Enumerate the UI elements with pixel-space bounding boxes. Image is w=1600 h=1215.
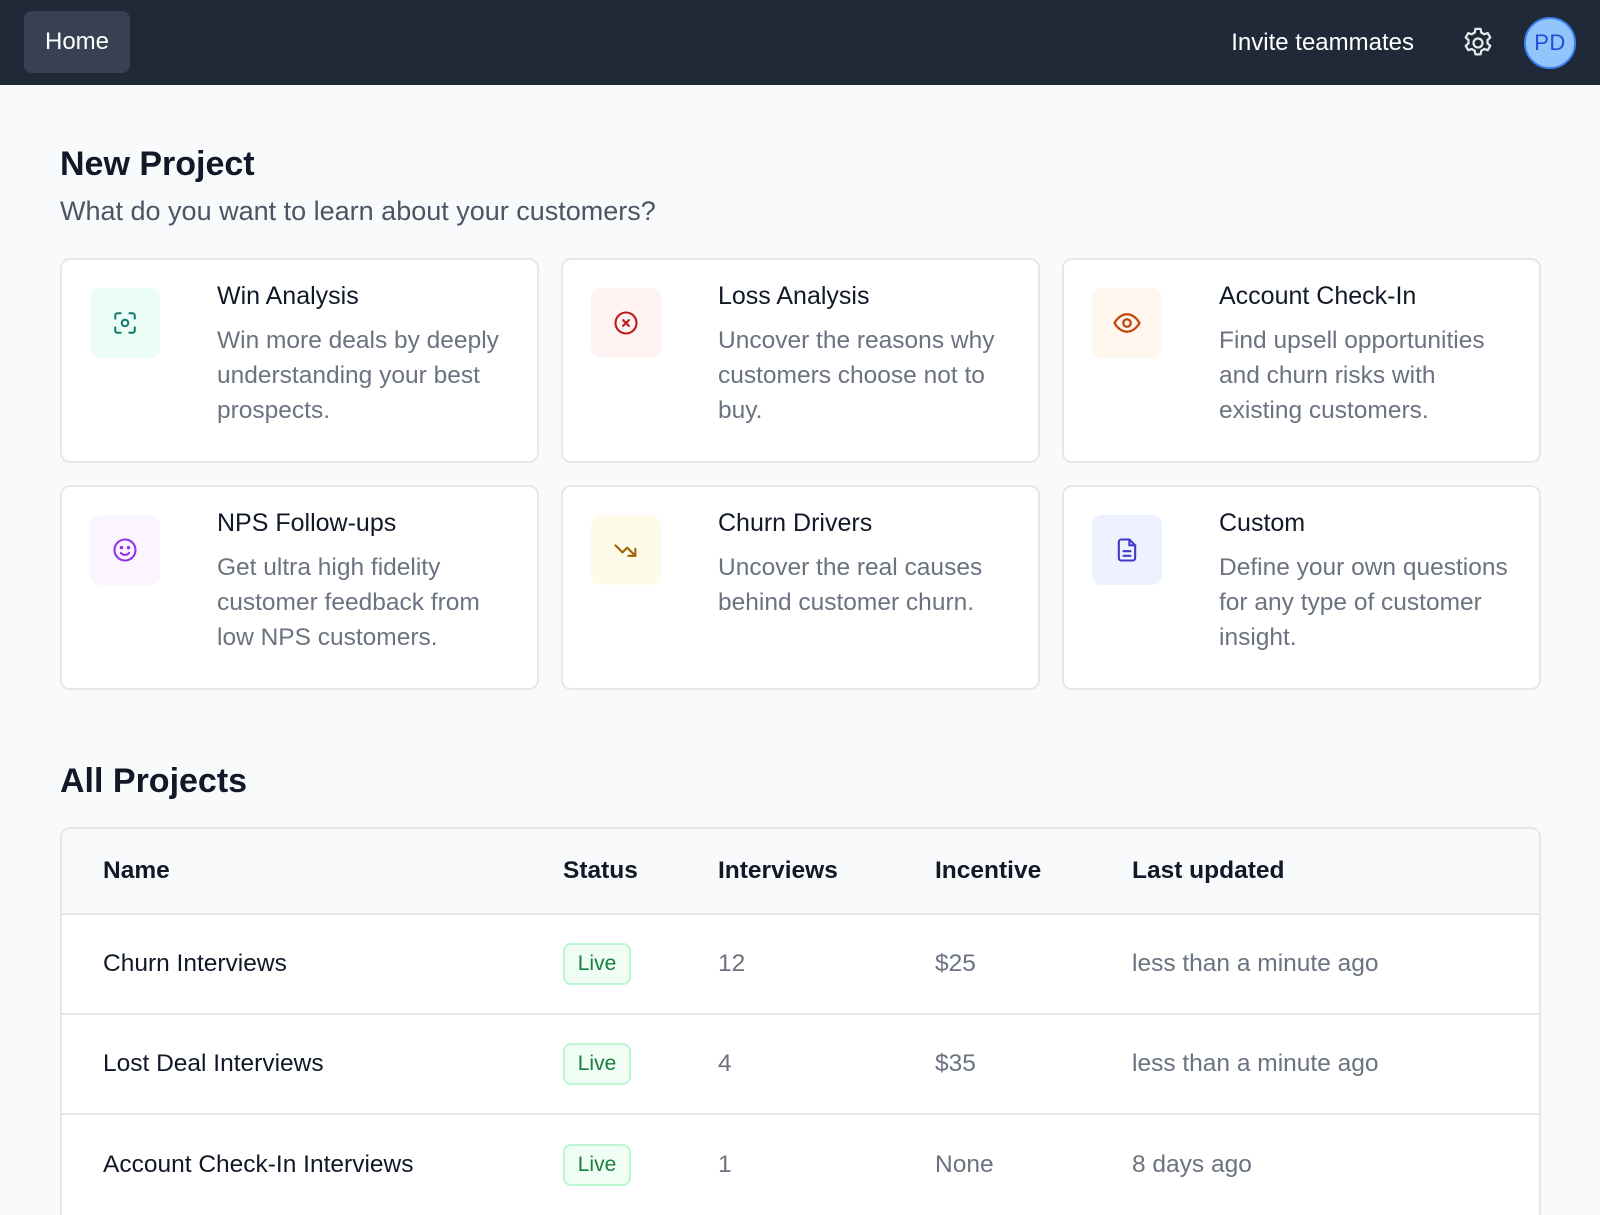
- card-churn-drivers[interactable]: Churn Drivers Uncover the real causes be…: [561, 485, 1040, 690]
- card-title: Custom: [1219, 509, 1306, 537]
- card-title: Account Check-In: [1219, 282, 1417, 310]
- project-name[interactable]: Churn Interviews: [103, 950, 287, 977]
- interviews-count: 12: [718, 950, 746, 977]
- table-header: Name Status Interviews Incentive Last up…: [62, 829, 1539, 915]
- projects-table: Name Status Interviews Incentive Last up…: [60, 827, 1541, 1215]
- home-button[interactable]: Home: [24, 10, 131, 73]
- card-account-check-in[interactable]: Account Check-In Find upsell opportuniti…: [1062, 258, 1541, 463]
- status-badge: Live: [563, 1043, 631, 1085]
- incentive-value: None: [935, 1151, 994, 1178]
- all-projects-title: All Projects: [60, 762, 248, 800]
- card-title: Loss Analysis: [718, 282, 870, 310]
- trending-down-icon: [591, 515, 661, 585]
- card-text: Account Check-In Find upsell opportuniti…: [1219, 282, 1513, 461]
- smile-icon: [90, 515, 160, 585]
- column-header-last-updated[interactable]: Last updated: [1132, 857, 1285, 884]
- card-title: Win Analysis: [217, 282, 359, 310]
- card-loss-analysis[interactable]: Loss Analysis Uncover the reasons why cu…: [561, 258, 1040, 463]
- project-template-cards: Win Analysis Win more deals by deeply un…: [60, 258, 1541, 690]
- card-title: Churn Drivers: [718, 509, 873, 537]
- avatar[interactable]: PD: [1524, 16, 1576, 69]
- focus-scan-icon: [90, 288, 160, 358]
- status-badge: Live: [563, 943, 631, 985]
- column-header-name[interactable]: Name: [103, 857, 170, 884]
- card-win-analysis[interactable]: Win Analysis Win more deals by deeply un…: [60, 258, 539, 463]
- status-cell: Live: [563, 1144, 718, 1186]
- eye-icon: [1092, 288, 1162, 358]
- interviews-count: 1: [718, 1151, 732, 1178]
- card-text: Custom Define your own questions for any…: [1219, 509, 1513, 688]
- project-name[interactable]: Account Check-In Interviews: [103, 1151, 414, 1178]
- status-cell: Live: [563, 943, 718, 985]
- card-text: Loss Analysis Uncover the reasons why cu…: [718, 282, 1012, 461]
- incentive-value: $35: [935, 1050, 976, 1077]
- table-row[interactable]: Lost Deal Interviews Live 4 $35 less tha…: [62, 1015, 1539, 1115]
- card-text: NPS Follow-ups Get ultra high fidelity c…: [217, 509, 511, 688]
- card-description: Win more deals by deeply understanding y…: [217, 327, 499, 424]
- column-header-interviews[interactable]: Interviews: [718, 857, 838, 884]
- status-badge: Live: [563, 1144, 631, 1186]
- gear-icon[interactable]: [1458, 23, 1498, 63]
- card-description: Uncover the real causes behind customer …: [718, 554, 983, 616]
- x-circle-icon: [591, 288, 661, 358]
- table-row[interactable]: Churn Interviews Live 12 $25 less than a…: [62, 915, 1539, 1015]
- last-updated: less than a minute ago: [1132, 1050, 1379, 1077]
- last-updated: 8 days ago: [1132, 1151, 1252, 1178]
- card-description: Find upsell opportunities and churn risk…: [1219, 327, 1485, 424]
- card-nps-follow-ups[interactable]: NPS Follow-ups Get ultra high fidelity c…: [60, 485, 539, 690]
- card-text: Win Analysis Win more deals by deeply un…: [217, 282, 511, 461]
- interviews-count: 4: [718, 1050, 732, 1077]
- last-updated: less than a minute ago: [1132, 950, 1379, 977]
- card-title: NPS Follow-ups: [217, 509, 397, 537]
- new-project-title: New Project: [60, 145, 255, 183]
- card-description: Define your own questions for any type o…: [1219, 554, 1508, 651]
- column-header-incentive[interactable]: Incentive: [935, 857, 1042, 884]
- top-navigation: Home Invite teammates PD: [0, 0, 1600, 85]
- card-text: Churn Drivers Uncover the real causes be…: [718, 509, 1012, 688]
- document-icon: [1092, 515, 1162, 585]
- card-description: Get ultra high fidelity customer feedbac…: [217, 554, 480, 651]
- topbar-actions: Invite teammates PD: [1231, 16, 1576, 69]
- card-custom[interactable]: Custom Define your own questions for any…: [1062, 485, 1541, 690]
- incentive-value: $25: [935, 950, 976, 977]
- status-cell: Live: [563, 1043, 718, 1085]
- project-name[interactable]: Lost Deal Interviews: [103, 1050, 324, 1077]
- new-project-subtitle: What do you want to learn about your cus…: [60, 196, 656, 226]
- invite-teammates-link[interactable]: Invite teammates: [1231, 28, 1414, 56]
- table-row[interactable]: Account Check-In Interviews Live 1 None …: [62, 1115, 1539, 1215]
- column-header-status[interactable]: Status: [563, 857, 638, 884]
- main-content: New Project What do you want to learn ab…: [60, 85, 1541, 1215]
- card-description: Uncover the reasons why customers choose…: [718, 327, 995, 424]
